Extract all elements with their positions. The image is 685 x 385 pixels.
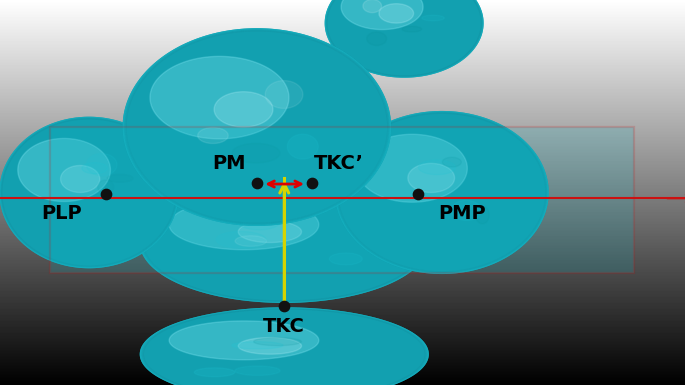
Point: [412, 191, 423, 198]
Polygon shape: [238, 338, 301, 354]
Polygon shape: [140, 308, 428, 385]
Polygon shape: [142, 308, 427, 385]
Polygon shape: [214, 92, 273, 127]
Polygon shape: [140, 308, 428, 385]
Polygon shape: [419, 160, 456, 175]
Polygon shape: [238, 221, 301, 243]
Polygon shape: [253, 338, 301, 346]
Polygon shape: [125, 30, 389, 224]
Polygon shape: [325, 0, 483, 77]
Polygon shape: [86, 154, 117, 176]
Text: PMP: PMP: [438, 204, 486, 223]
Polygon shape: [232, 144, 280, 163]
Polygon shape: [336, 112, 548, 273]
Polygon shape: [336, 112, 548, 273]
Polygon shape: [451, 201, 482, 221]
Polygon shape: [216, 231, 266, 248]
Polygon shape: [325, 0, 483, 77]
Polygon shape: [336, 112, 548, 273]
Polygon shape: [379, 4, 414, 23]
Polygon shape: [18, 139, 110, 201]
Polygon shape: [123, 29, 390, 225]
Polygon shape: [140, 308, 428, 385]
Polygon shape: [82, 162, 108, 174]
Polygon shape: [0, 117, 178, 268]
Polygon shape: [143, 309, 425, 385]
Polygon shape: [235, 236, 266, 246]
Polygon shape: [325, 0, 483, 77]
Polygon shape: [98, 180, 114, 194]
Polygon shape: [123, 29, 390, 225]
Point: [101, 191, 112, 198]
Polygon shape: [60, 166, 100, 192]
Polygon shape: [2, 119, 176, 266]
Polygon shape: [443, 157, 461, 167]
Polygon shape: [265, 80, 303, 109]
Bar: [50, 127, 634, 273]
Polygon shape: [337, 112, 547, 273]
Polygon shape: [329, 253, 362, 265]
Polygon shape: [408, 163, 455, 192]
Text: TKC’: TKC’: [314, 154, 364, 173]
Polygon shape: [235, 366, 280, 375]
Polygon shape: [341, 0, 423, 30]
Polygon shape: [140, 183, 428, 302]
Polygon shape: [150, 56, 289, 139]
Polygon shape: [1, 118, 177, 267]
Polygon shape: [239, 215, 279, 230]
Polygon shape: [357, 134, 467, 202]
Polygon shape: [327, 0, 482, 76]
Text: PLP: PLP: [41, 204, 82, 223]
Point: [279, 303, 290, 309]
Polygon shape: [475, 206, 489, 224]
Polygon shape: [140, 183, 428, 302]
Polygon shape: [363, 0, 382, 13]
Polygon shape: [198, 127, 228, 144]
Polygon shape: [338, 113, 546, 272]
Polygon shape: [143, 184, 425, 301]
Polygon shape: [422, 15, 445, 21]
Polygon shape: [326, 0, 482, 77]
Polygon shape: [287, 134, 319, 159]
Polygon shape: [366, 32, 386, 45]
Polygon shape: [195, 368, 235, 377]
Point: [306, 180, 317, 186]
Point: [251, 180, 262, 186]
Polygon shape: [0, 117, 178, 268]
Polygon shape: [126, 31, 388, 223]
Polygon shape: [108, 174, 133, 182]
Polygon shape: [402, 26, 421, 32]
Polygon shape: [123, 29, 390, 225]
Polygon shape: [140, 183, 428, 302]
Polygon shape: [169, 199, 319, 250]
Polygon shape: [232, 342, 283, 349]
Polygon shape: [169, 321, 319, 360]
Polygon shape: [0, 117, 178, 268]
Text: PM: PM: [213, 154, 246, 173]
Text: TKC: TKC: [263, 317, 306, 336]
Polygon shape: [142, 184, 427, 301]
